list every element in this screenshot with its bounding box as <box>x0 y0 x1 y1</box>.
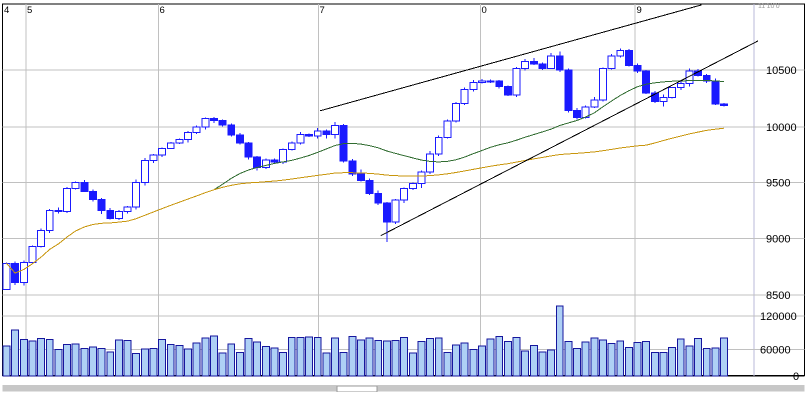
svg-text:9: 9 <box>637 5 642 16</box>
svg-text:10000: 10000 <box>766 122 797 134</box>
svg-text:0: 0 <box>793 371 799 383</box>
svg-text:0: 0 <box>482 5 487 16</box>
svg-text:10500: 10500 <box>766 65 797 77</box>
svg-text:6: 6 <box>160 5 165 16</box>
svg-text:9500: 9500 <box>766 177 790 189</box>
svg-text:8500: 8500 <box>766 290 790 302</box>
svg-text:4: 4 <box>4 5 9 16</box>
svg-text:5: 5 <box>27 5 32 16</box>
svg-text:120000: 120000 <box>760 311 797 323</box>
svg-text:9000: 9000 <box>766 234 790 246</box>
svg-text:60000: 60000 <box>760 344 791 356</box>
svg-text:11'10'0: 11'10'0 <box>758 3 780 10</box>
svg-text:7: 7 <box>320 5 325 16</box>
